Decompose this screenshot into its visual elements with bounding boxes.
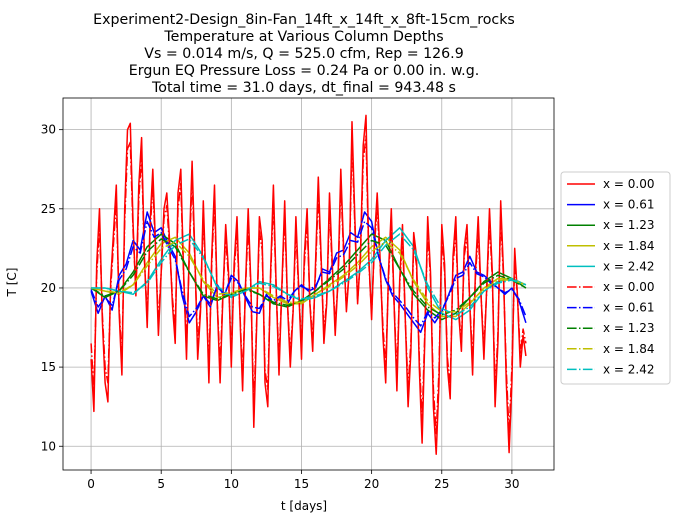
y-tick-label: 15 xyxy=(41,360,56,374)
chart-title: Experiment2-Design_8in-Fan_14ft_x_14ft_x… xyxy=(93,12,515,96)
series-line-5 xyxy=(91,227,527,321)
x-tick-label: 15 xyxy=(294,477,309,491)
title-line-1: Experiment2-Design_8in-Fan_14ft_x_14ft_x… xyxy=(93,12,515,28)
title-line-5: Total time = 31.0 days, dt_final = 943.4… xyxy=(151,80,456,96)
series-line-9 xyxy=(90,241,527,313)
series-line-7 xyxy=(90,220,527,327)
x-tick-label: 10 xyxy=(224,477,239,491)
legend-label: x = 1.23 xyxy=(603,218,655,232)
series-line-8 xyxy=(90,238,527,316)
title-line-3: Vs = 0.014 m/s, Q = 525.0 cfm, Rep = 126… xyxy=(144,46,463,62)
x-tick-label: 0 xyxy=(87,477,95,491)
legend: x = 0.00 x = 0.61 x = 1.23 x = 1.84 x = 2.42… xyxy=(560,171,671,385)
title-line-2: Temperature at Various Column Depths xyxy=(163,29,443,45)
x-tick-label: 20 xyxy=(364,477,379,491)
legend-label: x = 2.42 xyxy=(603,259,655,273)
y-tick-label: 30 xyxy=(41,123,56,137)
x-tick-label: 30 xyxy=(504,477,519,491)
x-axis-label: t [days] xyxy=(281,499,327,513)
x-tick-label: 25 xyxy=(434,477,449,491)
series-line-10 xyxy=(91,233,527,316)
legend-label: x = 1.84 xyxy=(603,342,655,356)
legend-label: x = 0.61 xyxy=(603,198,655,212)
title-line-4: Ergun EQ Pressure Loss = 0.24 Pa or 0.00… xyxy=(129,63,479,79)
plot-area xyxy=(90,114,527,455)
series-line-6 xyxy=(90,135,527,435)
legend-label: x = 1.84 xyxy=(603,239,655,253)
y-tick-label: 25 xyxy=(41,202,56,216)
axes-frame xyxy=(62,97,555,471)
y-axis-label: T [C] xyxy=(5,268,19,298)
legend-label: x = 1.23 xyxy=(603,321,655,335)
y-tick-label: 20 xyxy=(41,281,56,295)
legend-label: x = 2.42 xyxy=(603,362,655,376)
x-axis: 0 5 10 15 20 25 30 xyxy=(87,470,520,491)
y-axis: 10 15 20 25 30 xyxy=(41,123,63,453)
legend-label: x = 0.61 xyxy=(603,301,655,315)
x-tick-label: 5 xyxy=(157,477,165,491)
y-tick-label: 10 xyxy=(41,439,56,453)
legend-label: x = 0.00 xyxy=(603,280,655,294)
legend-label: x = 0.00 xyxy=(603,177,655,191)
